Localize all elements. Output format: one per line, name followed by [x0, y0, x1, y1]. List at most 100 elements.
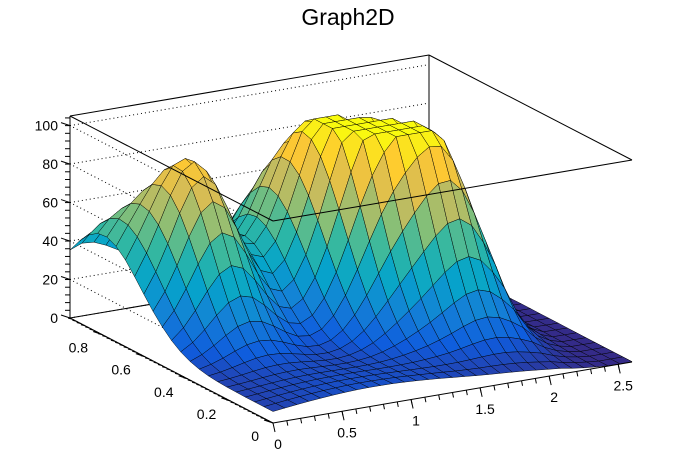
y-minor-tick: [243, 408, 248, 411]
z-tick-label: 60: [42, 195, 58, 211]
x-minor-tick: [507, 383, 510, 389]
tick-labels: 0 0.5 1 1.5 2 2.5 0 0.2 0.4 0.6 0.8 0 20 40 60 80 100: [35, 118, 633, 452]
y-minor-tick: [200, 386, 205, 389]
y-minor-tick: [196, 383, 201, 386]
x-minor-tick: [286, 420, 289, 426]
z-tick-label: 0: [50, 310, 58, 326]
top-right-edge: [428, 54, 633, 161]
x-minor-tick: [534, 378, 537, 384]
y-minor-tick: [140, 355, 145, 358]
top-front-edge: [272, 159, 633, 222]
y-minor-tick: [115, 341, 120, 344]
y-minor-tick: [221, 397, 227, 400]
x-minor-tick: [382, 404, 385, 410]
y-tick-label: 0.8: [69, 340, 89, 356]
y-minor-tick: [264, 419, 269, 422]
z-grid-line-back: [69, 102, 430, 165]
x-minor-tick: [300, 418, 303, 424]
y-tick-label: 0.2: [197, 406, 217, 422]
y-tick-label: 0.6: [111, 362, 131, 378]
x-minor-tick: [313, 415, 316, 422]
y-minor-tick: [85, 326, 90, 329]
x-tick-label: 1: [412, 413, 420, 429]
y-minor-tick: [204, 388, 210, 391]
y-axis-line: [69, 317, 274, 424]
y-minor-tick: [119, 344, 124, 347]
x-minor-tick: [369, 406, 372, 412]
y-minor-tick: [110, 339, 115, 342]
y-minor-tick: [106, 337, 111, 340]
y-minor-tick: [144, 357, 150, 360]
chart-title: Graph2D: [301, 4, 395, 30]
x-minor-tick: [479, 387, 482, 393]
y-minor-tick: [230, 401, 235, 404]
y-minor-tick: [260, 417, 265, 420]
x-minor-tick: [603, 366, 606, 372]
y-minor-tick: [213, 392, 218, 395]
y-minor-tick: [102, 335, 107, 338]
x-tick-label: 0: [274, 436, 282, 452]
x-minor-tick: [452, 392, 454, 398]
y-minor-tick: [72, 319, 77, 322]
y-minor-tick: [251, 412, 257, 415]
axis-box-front: [69, 54, 633, 222]
y-minor-tick: [166, 368, 171, 371]
z-grid-line-back: [69, 64, 430, 127]
x-minor-tick: [548, 375, 551, 382]
y-minor-tick: [136, 352, 141, 355]
y-minor-tick: [93, 330, 98, 333]
z-grid-line-back: [69, 141, 430, 204]
x-minor-tick: [590, 368, 593, 375]
y-tick-label: 0.4: [154, 384, 174, 400]
x-tick: [272, 422, 276, 433]
y-minor-tick: [153, 361, 158, 364]
y-minor-tick: [247, 410, 252, 413]
y-minor-tick: [256, 414, 261, 417]
y-minor-tick: [97, 333, 103, 336]
x-tick-label: 2.5: [613, 377, 633, 393]
y-minor-tick: [238, 406, 244, 409]
x-minor-tick: [493, 385, 496, 391]
x-tick-label: 2: [550, 389, 558, 405]
z-tick-label: 20: [42, 272, 58, 288]
y-minor-tick: [226, 399, 231, 402]
x-minor-tick: [576, 371, 579, 377]
z-tick-label: 80: [42, 156, 58, 172]
x-minor-tick: [410, 399, 413, 405]
y-minor-tick: [127, 348, 133, 351]
y-minor-tick: [174, 372, 180, 375]
x-minor-tick: [617, 364, 620, 370]
y-minor-tick: [162, 366, 167, 369]
x-minor-tick: [396, 401, 399, 407]
y-minor-tick: [157, 364, 163, 367]
top-left-edge: [69, 115, 274, 222]
x-minor-tick: [465, 390, 468, 396]
back-top-edge: [69, 54, 430, 117]
y-minor-tick: [76, 322, 81, 325]
x-tick-label: 0.5: [337, 424, 357, 440]
z-grid-line-back: [69, 256, 430, 319]
y-minor-tick: [80, 324, 86, 327]
surface-mesh: [69, 114, 633, 412]
y-minor-tick: [179, 375, 184, 378]
x-minor-tick: [521, 380, 524, 386]
y-minor-tick: [89, 328, 94, 331]
z-tick-label: 40: [42, 233, 58, 249]
z-tick: [60, 314, 71, 319]
x-minor-tick: [355, 408, 358, 415]
y-minor-tick: [234, 403, 239, 406]
y-minor-tick: [209, 390, 214, 393]
y-minor-tick: [183, 377, 188, 380]
x-minor-tick: [327, 413, 330, 419]
y-tick: [263, 419, 274, 424]
x-minor-tick: [341, 411, 344, 417]
x-tick-label: 1.5: [475, 401, 495, 417]
y-minor-tick: [217, 394, 222, 397]
x-minor-tick: [424, 397, 427, 403]
y-minor-tick: [132, 350, 137, 353]
x-minor-tick: [562, 373, 565, 379]
y-minor-tick: [68, 317, 73, 320]
y-minor-tick: [149, 359, 154, 362]
y-minor-tick: [187, 379, 192, 382]
